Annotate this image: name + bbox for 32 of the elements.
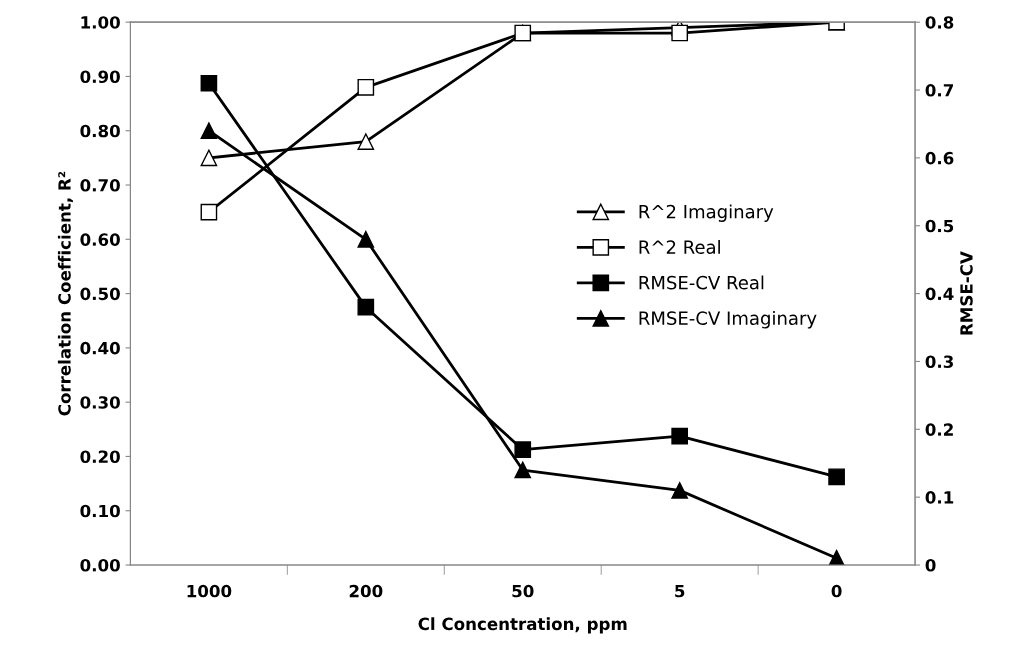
y2-axis-title: RMSE-CV <box>960 251 973 335</box>
y-tick-label: 0.70 <box>80 178 120 192</box>
x-tick-label: 5 <box>675 584 685 598</box>
y2-tick-label: 0.8 <box>925 16 954 29</box>
legend-label: R^2 Real <box>639 239 720 254</box>
y-tick-label: 0.20 <box>80 450 120 464</box>
x-tick-label: 0 <box>831 584 842 598</box>
y2-tick-label: 0.2 <box>925 423 953 436</box>
y2-tick-label: 0.5 <box>925 219 954 233</box>
y-tick-label: 0.30 <box>80 396 120 409</box>
y-tick-label: 0.80 <box>80 124 120 138</box>
y-tick-label: 0.40 <box>80 341 120 355</box>
y2-tick-label: 0.7 <box>925 83 953 97</box>
x-tick-label: 50 <box>512 584 534 598</box>
y2-tick-label: 0 <box>925 558 936 572</box>
y-tick-label: 0.10 <box>80 504 120 518</box>
y2-tick-label: 0.6 <box>925 151 954 165</box>
y-tick-label: 0.00 <box>80 558 120 572</box>
y2-tick-label: 0.4 <box>925 287 954 301</box>
x-axis-title: Cl Concentration, ppm <box>418 617 627 634</box>
legend-label: RMSE-CV Imaginary <box>639 311 817 329</box>
y-tick-label: 1.00 <box>81 16 120 29</box>
x-tick-label: 200 <box>349 584 383 598</box>
x-tick-label: 1000 <box>187 584 232 598</box>
y2-tick-label: 0.1 <box>925 491 954 504</box>
y-tick-label: 0.90 <box>80 70 120 84</box>
y-tick-label: 0.60 <box>80 233 120 246</box>
legend-label: R^2 Imaginary <box>639 204 774 222</box>
legend-label: RMSE-CV Real <box>639 275 764 290</box>
y-axis-title: Correlation Coefficient, R² <box>57 171 73 416</box>
y-tick-label: 0.50 <box>80 287 120 301</box>
y2-tick-label: 0.3 <box>925 355 953 369</box>
